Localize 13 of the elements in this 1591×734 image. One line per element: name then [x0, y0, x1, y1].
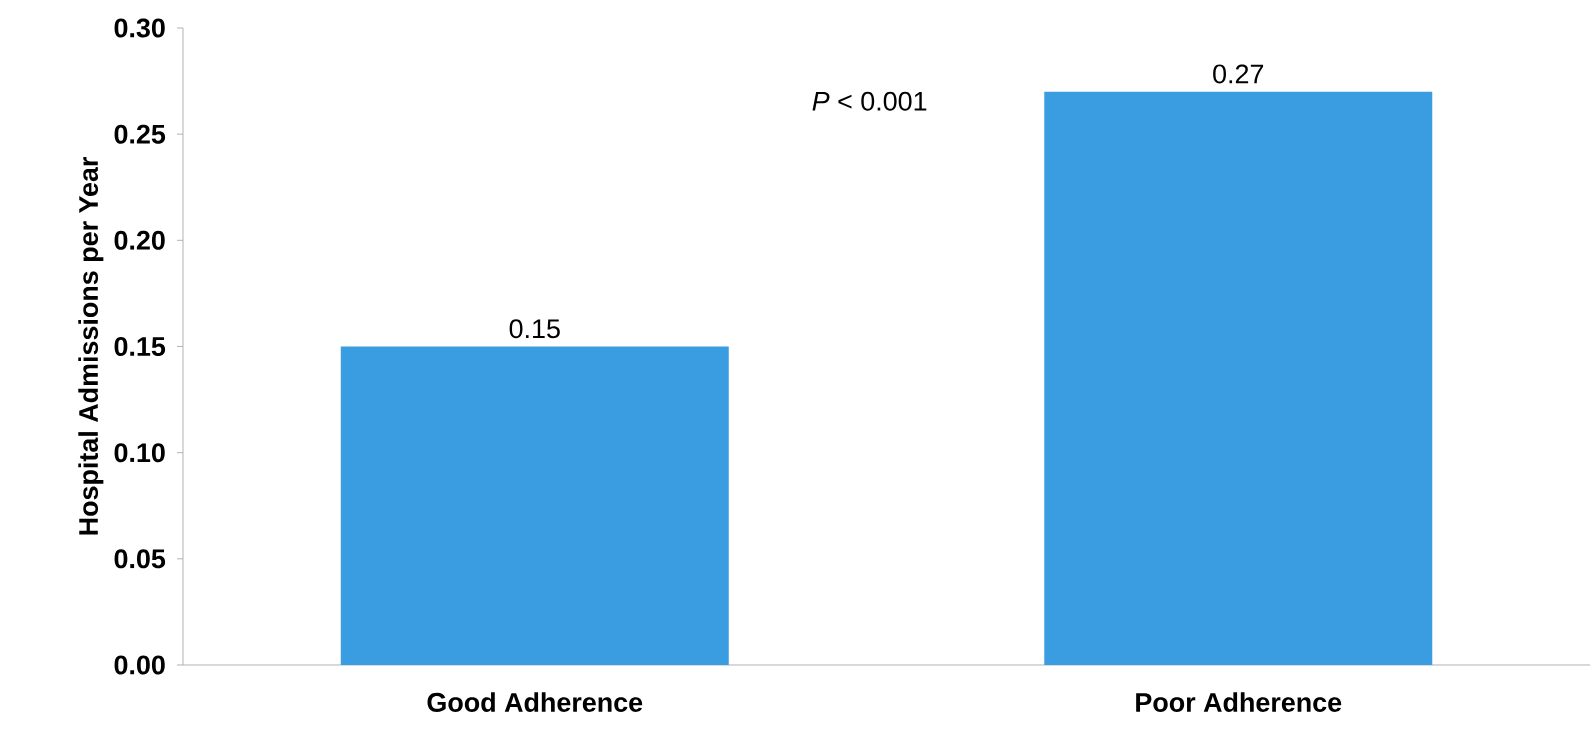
data-label: 0.27 — [1213, 64, 1264, 84]
annotation: P < 0.001 — [812, 91, 927, 111]
y-tick-label: 0.00 — [114, 655, 165, 675]
y-tick-label: 0.30 — [114, 18, 165, 38]
y-tick-label: 0.10 — [114, 443, 165, 463]
y-tick-label: 0.25 — [114, 124, 166, 144]
x-tick-label: Good Adherence — [427, 692, 643, 712]
y-axis-title: Hospital Admissions per Year — [78, 157, 104, 535]
y-tick-label: 0.15 — [114, 336, 166, 357]
y-tick-label: 0.20 — [114, 230, 165, 250]
y-tick-label: 0.05 — [114, 549, 166, 569]
data-label: 0.15 — [509, 319, 560, 339]
x-tick-label: Poor Adherence — [1136, 692, 1342, 712]
